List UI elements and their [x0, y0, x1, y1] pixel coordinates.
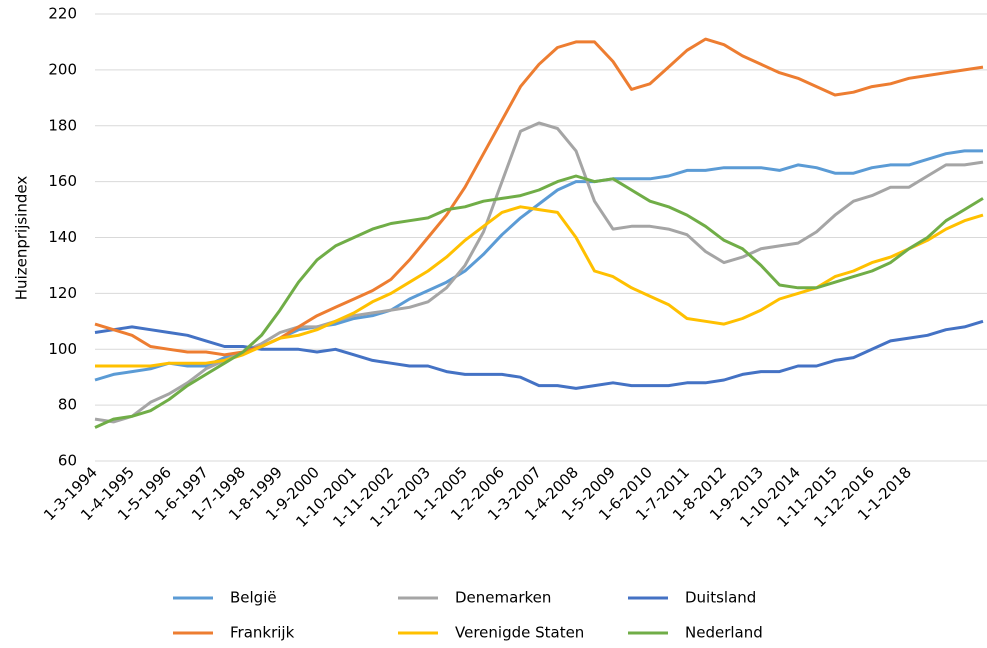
y-axis-label: Huizenprijsindex [13, 176, 31, 301]
legend-label: Frankrijk [230, 624, 295, 642]
y-tick-label: 80 [58, 396, 77, 414]
series-line [94, 37, 984, 357]
legend-label: Duitsland [685, 589, 756, 607]
y-tick-label: 120 [48, 284, 77, 302]
series-line [94, 174, 984, 429]
legend-label: Nederland [685, 624, 763, 642]
y-tick-label: 180 [48, 116, 77, 134]
legend-label: België [230, 589, 277, 607]
y-tick-label: 160 [48, 172, 77, 190]
series-line [94, 319, 984, 390]
series-line [95, 205, 984, 368]
legend-label: Verenigde Staten [455, 624, 584, 642]
y-tick-label: 200 [48, 60, 77, 78]
legend-label: Denemarken [455, 589, 551, 607]
y-tick-label: 140 [48, 228, 77, 246]
y-tick-label: 60 [58, 452, 77, 470]
y-tick-label: 100 [48, 340, 77, 358]
y-tick-label: 220 [48, 5, 77, 23]
